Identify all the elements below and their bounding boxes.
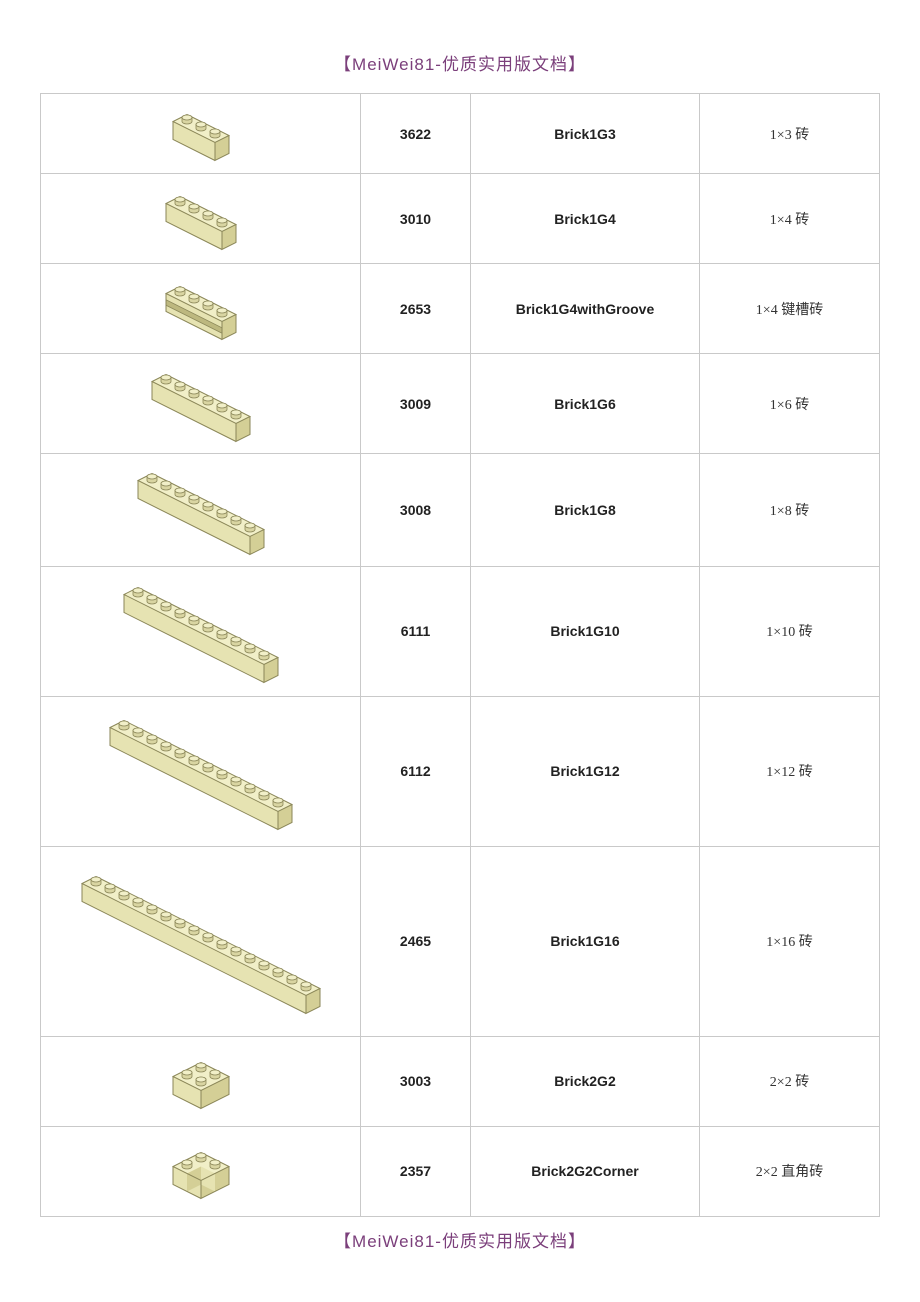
part-description: 1×16 砖 — [700, 846, 880, 1036]
brick-icon — [45, 709, 356, 833]
table-row: 6112Brick1G121×12 砖 — [41, 696, 880, 846]
brick-icon — [45, 576, 356, 686]
brick-icon — [45, 363, 356, 445]
table-row: 3010Brick1G41×4 砖 — [41, 174, 880, 264]
part-image-cell — [41, 454, 361, 567]
part-description: 1×4 键槽砖 — [700, 264, 880, 354]
part-code: 3622 — [361, 94, 471, 174]
part-name: Brick1G6 — [471, 354, 700, 454]
table-row: 3622Brick1G31×3 砖 — [41, 94, 880, 174]
part-code: 3010 — [361, 174, 471, 264]
part-image-cell — [41, 264, 361, 354]
part-name: Brick1G4withGroove — [471, 264, 700, 354]
part-image-cell — [41, 174, 361, 264]
part-image-cell — [41, 354, 361, 454]
brick-icon — [45, 185, 356, 253]
part-description: 1×3 砖 — [700, 94, 880, 174]
part-description: 2×2 直角砖 — [700, 1126, 880, 1216]
part-description: 1×6 砖 — [700, 354, 880, 454]
table-row: 2357Brick2G2Corner2×2 直角砖 — [41, 1126, 880, 1216]
table-row: 3008Brick1G81×8 砖 — [41, 454, 880, 567]
part-name: Brick1G4 — [471, 174, 700, 264]
brick-icon — [45, 1141, 356, 1202]
page-footer: 【MeiWei81-优质实用版文档】 — [40, 1227, 880, 1252]
part-name: Brick2G2Corner — [471, 1126, 700, 1216]
part-image-cell — [41, 696, 361, 846]
part-name: Brick1G3 — [471, 94, 700, 174]
table-row: 2653Brick1G4withGroove1×4 键槽砖 — [41, 264, 880, 354]
part-image-cell — [41, 1036, 361, 1126]
part-name: Brick1G16 — [471, 846, 700, 1036]
parts-table: 3622Brick1G31×3 砖3010Brick1G41×4 砖2653Br… — [40, 93, 880, 1217]
part-description: 1×4 砖 — [700, 174, 880, 264]
part-description: 1×10 砖 — [700, 566, 880, 696]
part-code: 2357 — [361, 1126, 471, 1216]
part-code: 2653 — [361, 264, 471, 354]
part-name: Brick1G12 — [471, 696, 700, 846]
part-code: 3008 — [361, 454, 471, 567]
part-name: Brick1G10 — [471, 566, 700, 696]
table-row: 3009Brick1G61×6 砖 — [41, 354, 880, 454]
part-code: 6111 — [361, 566, 471, 696]
brick-icon — [45, 275, 356, 343]
part-code: 3003 — [361, 1036, 471, 1126]
brick-icon — [45, 462, 356, 558]
part-name: Brick2G2 — [471, 1036, 700, 1126]
table-row: 6111Brick1G101×10 砖 — [41, 566, 880, 696]
brick-icon — [45, 1051, 356, 1112]
part-code: 2465 — [361, 846, 471, 1036]
part-description: 1×12 砖 — [700, 696, 880, 846]
table-row: 3003Brick2G22×2 砖 — [41, 1036, 880, 1126]
part-image-cell — [41, 846, 361, 1036]
part-description: 1×8 砖 — [700, 454, 880, 567]
page-header: 【MeiWei81-优质实用版文档】 — [40, 50, 880, 75]
part-image-cell — [41, 94, 361, 174]
part-image-cell — [41, 1126, 361, 1216]
part-description: 2×2 砖 — [700, 1036, 880, 1126]
part-code: 3009 — [361, 354, 471, 454]
brick-icon — [45, 865, 356, 1017]
part-name: Brick1G8 — [471, 454, 700, 567]
part-image-cell — [41, 566, 361, 696]
brick-icon — [45, 103, 356, 164]
table-row: 2465Brick1G161×16 砖 — [41, 846, 880, 1036]
part-code: 6112 — [361, 696, 471, 846]
